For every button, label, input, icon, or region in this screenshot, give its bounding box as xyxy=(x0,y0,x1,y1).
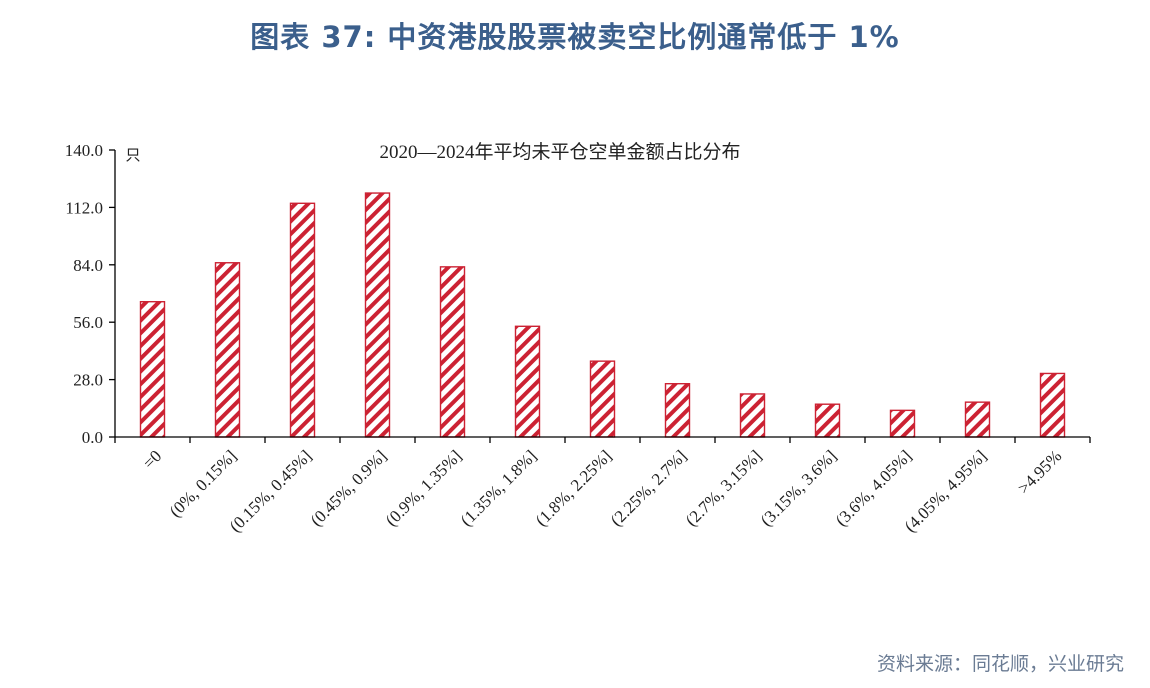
x-tick-label: (0.45%, 0.9%] xyxy=(307,446,391,530)
x-axis: =0 (0%, 0.15%](0.15%, 0.45%](0.45%, 0.9%]… xyxy=(114,436,1091,536)
bar xyxy=(664,383,691,438)
x-tick-label: (0.9%, 1.35%] xyxy=(382,446,466,530)
bar xyxy=(139,301,166,438)
chart-title: 2020—2024年平均未平仓空单金额占比分布 xyxy=(379,141,740,163)
figure-title: 图表 37: 中资港股股票被卖空比例通常低于 1% xyxy=(250,20,900,54)
bar xyxy=(589,360,616,438)
x-tick-label: (2.7%, 3.15%] xyxy=(682,446,766,530)
x-tick-label: (3.6%, 4.05%] xyxy=(832,446,916,530)
y-tick-label: 84.0 xyxy=(73,256,103,275)
x-tick-label: (2.25%, 2.7%] xyxy=(607,446,691,530)
x-tick-label: (0%, 0.15%] xyxy=(166,446,241,521)
y-tick-label: 28.0 xyxy=(73,371,103,390)
bar xyxy=(439,266,466,438)
bar xyxy=(514,325,541,438)
x-tick-label: (1.35%, 1.8%] xyxy=(457,446,541,530)
bar xyxy=(739,393,766,438)
y-axis: 0.0 28.0 56.0 84.0 112.0 140.0 xyxy=(65,141,116,447)
x-tick-label: >4.95% xyxy=(1014,446,1065,497)
bar xyxy=(889,409,916,438)
x-tick-label: =0 xyxy=(139,446,165,472)
bar xyxy=(214,262,241,438)
y-tick-label: 56.0 xyxy=(73,313,103,332)
bars-group xyxy=(139,192,1066,438)
x-tick-label: (3.15%, 3.6%] xyxy=(757,446,841,530)
bar xyxy=(289,202,316,438)
y-tick-label: 140.0 xyxy=(65,141,103,160)
y-tick-label: 112.0 xyxy=(65,198,103,217)
x-tick-label: (1.8%, 2.25%] xyxy=(532,446,616,530)
bar xyxy=(364,192,391,438)
bar xyxy=(814,403,841,438)
bar xyxy=(1039,372,1066,438)
bar xyxy=(964,401,991,438)
y-unit-label: 只 xyxy=(125,148,140,164)
source-note: 资料来源：同花顺，兴业研究 xyxy=(876,653,1124,675)
y-tick-label: 0.0 xyxy=(82,428,103,447)
